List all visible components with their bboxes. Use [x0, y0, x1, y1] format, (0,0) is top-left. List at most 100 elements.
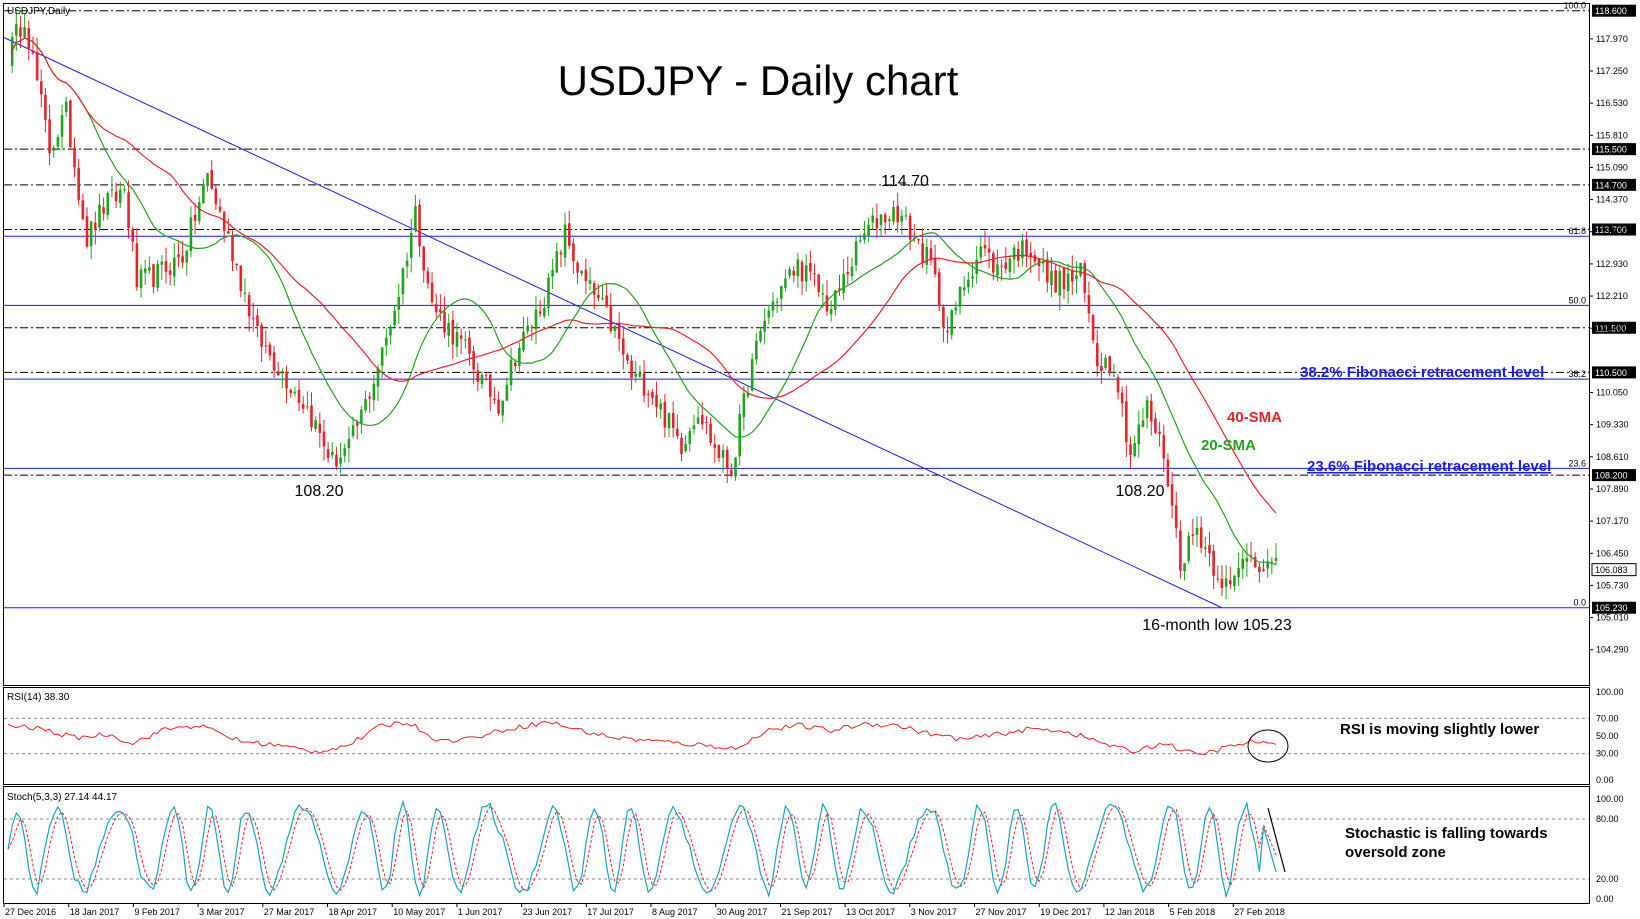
candle-body: [1029, 252, 1033, 258]
candle-body: [476, 370, 480, 383]
candle-body: [289, 390, 292, 393]
candle-body: [64, 101, 68, 112]
fib-38-label: 38.2% Fibonacci retracement level: [1300, 364, 1544, 381]
candle-body: [1216, 578, 1220, 580]
candle-body: [39, 81, 43, 95]
price-tick-label: 112.210: [1596, 291, 1628, 301]
price-tag: 113.700: [1595, 225, 1627, 235]
sma40-label: 40-SMA: [1227, 409, 1282, 426]
candle-body: [759, 330, 762, 341]
price-tick-label: 107.890: [1596, 484, 1629, 494]
price-tick-label: 105.730: [1596, 580, 1629, 590]
candle-body: [522, 331, 525, 351]
candle-body: [98, 204, 101, 228]
candle-body: [218, 206, 222, 212]
price-tag-bg: [1592, 321, 1636, 334]
candle-body: [1149, 401, 1153, 422]
candle-body: [534, 309, 538, 330]
candle-body: [1137, 424, 1141, 445]
candle-body: [1033, 255, 1037, 262]
candle-body: [1179, 530, 1182, 571]
price-tag: 118.600: [1595, 6, 1627, 16]
candle-body: [414, 206, 417, 231]
rsi-panel-frame: [3, 687, 1590, 785]
candle-body: [164, 261, 168, 272]
candle-body: [488, 374, 492, 397]
fib-percent-label: 50.0: [1568, 295, 1586, 305]
candle-body: [1004, 262, 1008, 269]
candle-body: [339, 457, 342, 464]
candle-body: [842, 273, 845, 293]
candle-body: [247, 295, 251, 317]
candle-body: [447, 322, 450, 336]
stoch-panel-frame: [3, 786, 1590, 904]
candle-body: [1249, 555, 1253, 557]
candle-body: [559, 252, 563, 255]
candle-body: [609, 306, 613, 332]
candle-body: [297, 389, 301, 403]
candle-body: [89, 221, 93, 247]
candle-body: [318, 423, 322, 433]
rsi-tick-label: 100.00: [1596, 687, 1624, 697]
candle-body: [1245, 558, 1249, 562]
candle-body: [883, 214, 887, 223]
candle-body: [809, 263, 812, 272]
candle-body: [696, 417, 700, 424]
annotation-low-2: 108.20: [1116, 483, 1165, 500]
candle-body: [684, 444, 687, 451]
candle-body: [69, 100, 72, 148]
candle-body: [193, 214, 197, 221]
price-tag-bg: [1592, 223, 1636, 236]
price-tick-label: 110.050: [1596, 388, 1628, 398]
candle-body: [1183, 563, 1186, 572]
candle-body: [1141, 420, 1145, 427]
candle-body: [10, 37, 14, 66]
price-tick-label: 116.530: [1596, 98, 1628, 108]
date-label: 18 Jan 2017: [70, 907, 120, 917]
candle-body: [501, 400, 505, 416]
candle-body: [326, 449, 330, 459]
candle-body: [173, 257, 176, 277]
candle-body: [347, 438, 351, 449]
candle-body: [543, 308, 546, 317]
annotation-low-1: 108.20: [295, 483, 344, 500]
candle-body: [821, 293, 825, 295]
candle-body: [1104, 357, 1107, 369]
fib-23-label: 23.6% Fibonacci retracement level: [1307, 458, 1551, 475]
candle-body: [114, 191, 118, 202]
fib-percent-label: 0.0: [1573, 598, 1586, 608]
moving-averages: [11, 37, 1277, 566]
date-label: 13 Oct 2017: [846, 907, 895, 917]
candle-body: [1112, 375, 1116, 377]
candle-body: [368, 396, 371, 399]
candle-body: [1204, 547, 1207, 549]
date-label: 8 Aug 2017: [652, 907, 698, 917]
candle-body: [613, 325, 617, 332]
candle-body: [555, 251, 559, 273]
candle-body: [434, 303, 438, 313]
date-label: 27 Nov 2017: [976, 907, 1027, 917]
candle-body: [626, 354, 629, 361]
candle-body: [1212, 550, 1215, 576]
candle-body: [846, 272, 850, 275]
candle-body: [1070, 270, 1074, 282]
candle-body: [962, 287, 966, 291]
sma-40-line: [11, 37, 1277, 514]
candle-body: [160, 261, 164, 265]
date-label: 27 Dec 2016: [5, 907, 56, 917]
candle-body: [177, 254, 180, 258]
stoch-tick-label: 0.00: [1596, 894, 1614, 904]
candle-body: [572, 243, 575, 262]
candle-body: [1116, 377, 1120, 393]
candle-body: [867, 224, 870, 237]
candle-body: [1087, 295, 1091, 314]
date-label: 27 Feb 2018: [1234, 907, 1285, 917]
candle-body: [256, 315, 259, 326]
candle-body: [110, 189, 114, 191]
candle-body: [1108, 356, 1111, 374]
candle-body: [900, 215, 904, 222]
candle-body: [439, 309, 442, 313]
candle-body: [1133, 443, 1136, 457]
candle-body: [834, 290, 837, 310]
candle-body: [958, 286, 962, 307]
